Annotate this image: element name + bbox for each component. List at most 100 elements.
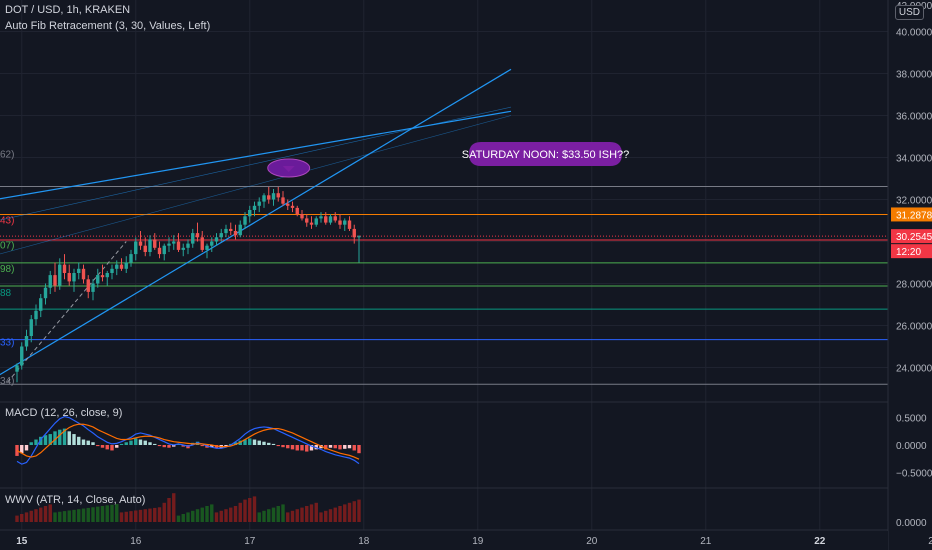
macd-histogram-bar [100,445,105,448]
macd-histogram-bar [257,440,261,445]
price-tick-label: 34.0000 [896,154,932,165]
macd-title[interactable]: MACD (12, 26, close, 9) [5,407,123,419]
macd-histogram-bar [53,431,57,445]
wwv-title[interactable]: WWV (ATR, 14, Close, Auto) [5,494,146,506]
trendlines[interactable] [0,68,512,384]
candle-body [20,346,24,366]
candle-body [233,231,238,236]
wwv-bar [191,510,195,522]
candle-body [115,264,119,269]
candle-body [200,237,204,250]
wwv-bar [357,499,361,522]
macd-line [16,415,360,465]
time-tick-label: 22 [814,536,826,547]
annotation-bubble[interactable] [282,142,622,172]
macd-histogram-bar [43,435,48,445]
candle-body [205,245,209,250]
candle-body [91,283,95,292]
macd-histogram-bar [34,439,38,445]
macd-histogram-bar [181,445,185,447]
macd-histogram-bar [134,438,138,445]
wwv-bar [271,507,276,522]
price-axis[interactable]: 40.0000 38.0000 36.0000 34.0000 32.0000 28.00… [889,0,932,550]
wwv-bar [257,512,261,522]
wwv-bar [157,507,162,522]
chart-grid [0,0,888,530]
macd-histogram-bar [324,445,328,450]
candle-body [210,241,214,246]
wwv-bar [181,514,185,522]
trendline [0,115,512,255]
wwv-bar [300,507,304,522]
time-axis-bg [0,531,888,550]
wwv-bar [267,509,271,522]
macd-histogram-bar [72,434,76,445]
candle-body [262,195,266,202]
wwv-bar [58,511,62,522]
wwv-bar [96,506,100,522]
wwv-bar [290,510,295,522]
fib-level-label: 62) [0,149,14,160]
candle-body [195,233,200,238]
candle-body [119,264,124,269]
fib-level-label: 43) [0,215,14,226]
wwv-bar [338,506,342,522]
candle-body [24,336,29,347]
macd-histogram-bar [157,445,162,447]
wwv-pane [15,493,361,522]
wwv-bar [162,502,166,522]
price-tick-label: 28.0000 [896,280,932,291]
indicator-title[interactable]: Auto Fib Retracement (3, 30, Values, Lef… [5,20,211,32]
wwv-bar [86,507,90,522]
wwv-bar [276,506,280,522]
wwv-bar [138,509,143,522]
macd-histogram-bar [276,445,280,447]
candle-body [186,243,190,248]
currency-badge[interactable]: USD [894,5,924,20]
macd-histogram-bar [129,440,133,445]
macd-histogram-bar [24,445,29,451]
macd-tick-label: −0.5000 [896,468,932,479]
pane-separators[interactable] [0,0,889,550]
wwv-bar [172,493,176,522]
wwv-bar [333,507,337,522]
candle-body [67,273,71,282]
current-price-tag: 30.2545 [896,232,932,243]
candle-body [148,239,152,252]
time-tick-label: 17 [244,536,256,547]
candlestick-series [15,186,361,383]
candle-body [167,243,171,246]
macd-histogram-bar [48,434,52,445]
wwv-bar [319,512,323,522]
macd-histogram-bar [328,445,333,448]
macd-histogram-bar [62,428,67,445]
wwv-bar [252,496,257,522]
wwv-bar [352,501,356,522]
wwv-bar [214,512,219,522]
time-tick-label: 23 [928,536,932,547]
price-tick-label: 26.0000 [896,322,932,333]
wwv-bar [119,512,124,522]
time-axis[interactable]: 1516171819202122232425 [0,531,932,550]
macd-histogram-bar [286,445,290,449]
price-tick-label: 32.0000 [896,196,932,207]
wwv-bar [324,510,328,522]
wwv-bar [67,510,71,522]
symbol-title[interactable]: DOT / USD, 1h, KRAKEN [5,4,131,16]
macd-histogram-bar [343,445,347,449]
fib-level-label: 34) [0,376,14,387]
macd-histogram-bar [262,441,266,445]
wwv-bar [176,515,181,522]
candle-body [357,236,361,238]
annotation-layer[interactable]: SATURDAY NOON: $33.50 ISH?? [267,142,630,178]
fib-price-tag-bg [891,207,932,222]
candle-body [181,247,185,250]
macd-pane [15,415,361,465]
candle-body [34,310,38,320]
macd-histogram-bar [105,445,109,450]
time-tick-label: 19 [472,536,484,547]
trendline [0,68,512,376]
macd-histogram-bar [115,445,119,448]
macd-histogram-bar [86,440,90,445]
